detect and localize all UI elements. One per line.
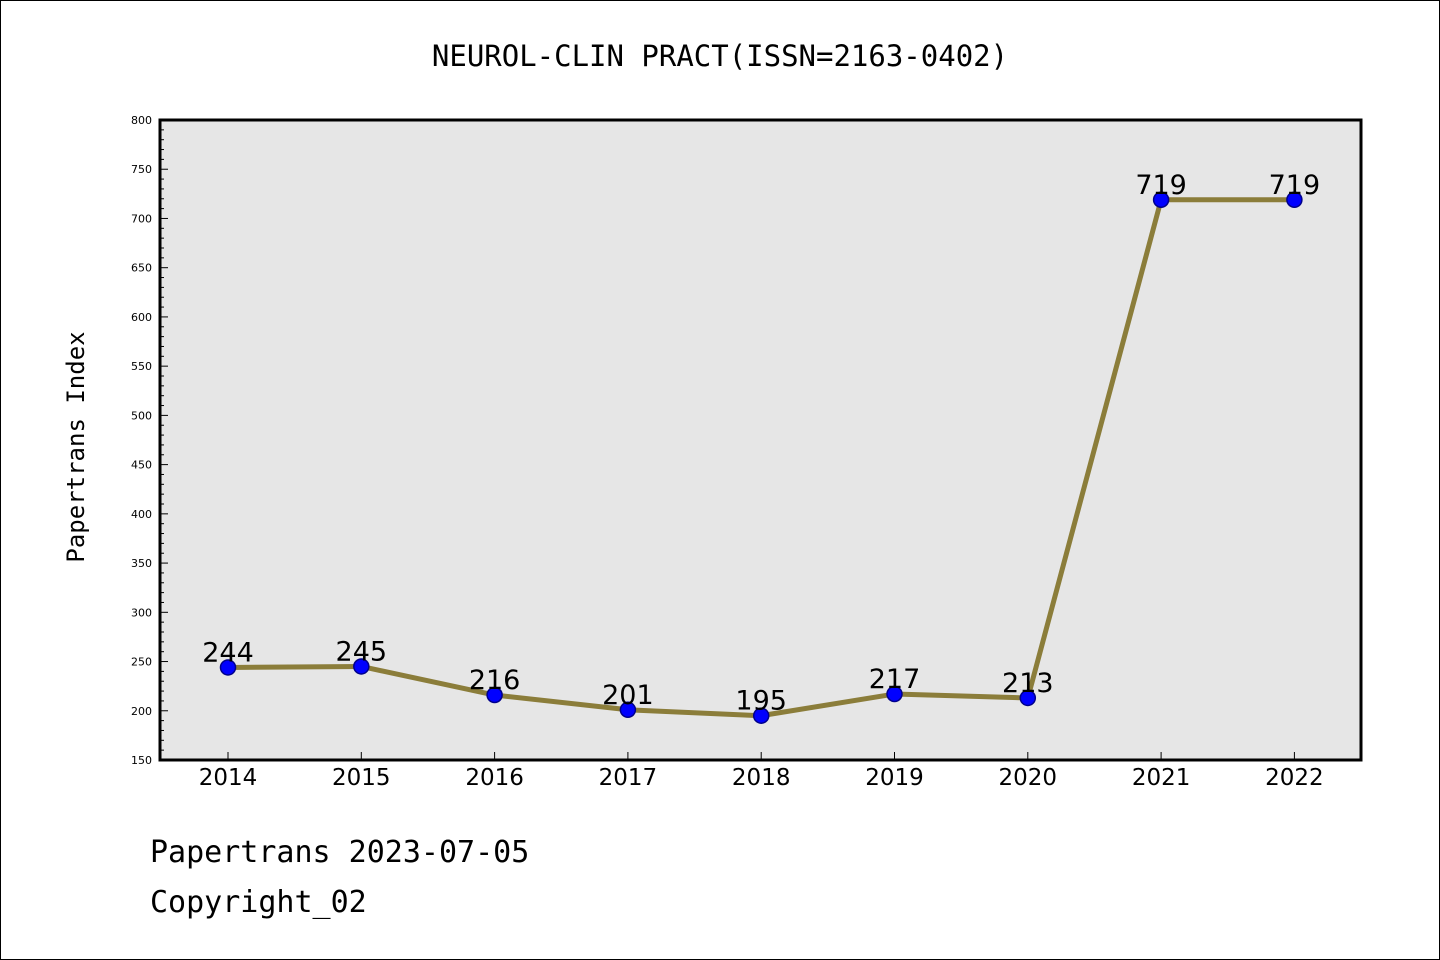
data-label: 217 [869,664,921,695]
x-tick-label: 2022 [1265,765,1324,791]
footer-copyright: Copyright_02 [150,885,367,920]
data-label: 195 [735,686,787,717]
data-label: 244 [202,637,254,668]
x-tick-label: 2016 [465,765,524,791]
y-tick-label: 700 [131,212,152,225]
data-point [219,659,237,676]
data-point [353,658,370,675]
data-label: 245 [336,636,388,667]
data-point [1019,689,1037,707]
x-tick-label: 2019 [865,765,924,791]
data-label: 213 [1002,668,1054,699]
footer-date: Papertrans 2023-07-05 [150,835,530,870]
y-tick-label: 800 [131,114,152,127]
data-point [486,686,503,704]
data-label: 719 [1135,170,1187,201]
y-tick-label: 650 [131,262,152,275]
y-tick-label: 250 [131,656,152,669]
data-point [1152,191,1170,209]
data-label: 201 [602,680,654,711]
y-tick-label: 400 [131,508,152,521]
series-layer: 244 245 216 201 195 217 213 719 719 [202,170,1321,724]
data-label: 719 [1269,170,1321,201]
x-tick-label: 2020 [999,765,1058,791]
y-tick-label: 150 [131,754,152,767]
x-tick-label: 2021 [1132,765,1191,791]
data-point [619,701,637,719]
x-tick-label: 2018 [732,765,791,791]
data-point [752,707,770,724]
y-tick-label: 200 [131,705,152,718]
x-axis: 2014 2015 2016 2017 2018 2019 2020 2021 2022 [199,752,1324,791]
plot-area [160,120,1361,760]
y-axis-label: Papertrans Index [62,331,90,562]
y-tick-label: 450 [131,459,152,472]
y-tick-label: 300 [131,606,152,619]
data-label: 216 [469,665,521,696]
y-tick-label: 600 [131,311,152,324]
x-tick-label: 2015 [332,765,391,791]
y-tick-label: 550 [131,360,152,373]
chart-title: NEUROL-CLIN PRACT(ISSN=2163-0402) [432,39,1008,73]
y-tick-label: 750 [131,163,152,176]
data-point [1286,191,1303,209]
x-tick-label: 2017 [599,765,658,791]
data-point [886,685,903,703]
y-tick-label: 500 [131,409,152,422]
y-tick-label: 350 [131,557,152,570]
x-tick-label: 2014 [199,765,258,791]
plot-border [158,118,1363,762]
